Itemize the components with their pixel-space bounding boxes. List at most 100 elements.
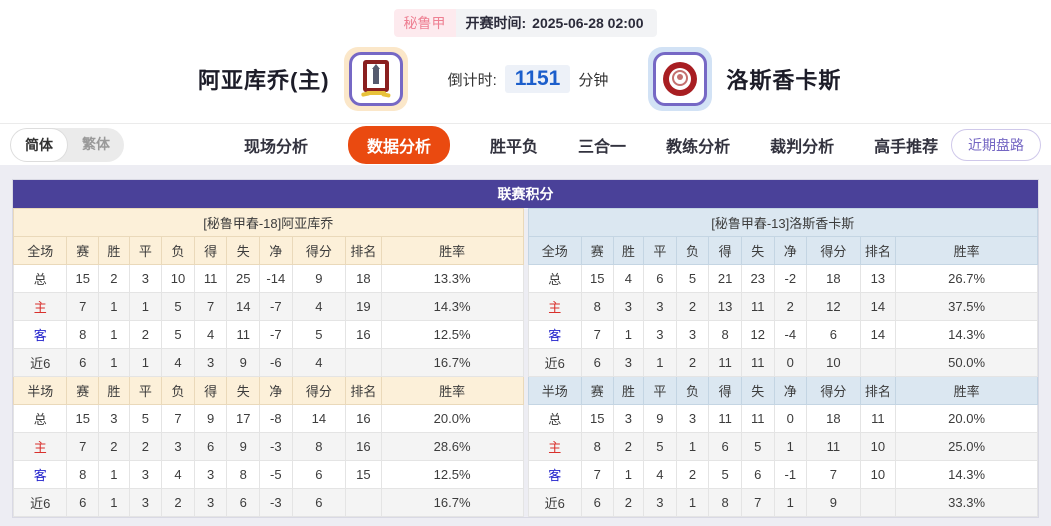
row-label: 主 xyxy=(12,432,68,461)
home-team-logo xyxy=(343,47,408,111)
tab-0[interactable]: 现场分析 xyxy=(244,138,309,156)
stat-cell: 6 xyxy=(708,432,742,461)
away-full-col-7: 净 xyxy=(773,236,808,265)
stat-cell: 2 xyxy=(675,292,710,321)
home-half-col-8: 得分 xyxy=(291,376,347,405)
away-team-logo xyxy=(648,47,713,111)
stat-cell: 26.7% xyxy=(895,264,1038,293)
stat-cell: 0 xyxy=(773,404,808,433)
tab-1[interactable]: 数据分析 xyxy=(348,125,451,164)
match-strip: 秘鲁甲 开赛时间: 2025-06-28 02:00 xyxy=(393,9,658,37)
lang-simplified-button[interactable]: 简体 xyxy=(10,127,68,162)
away-half-col-8: 得分 xyxy=(806,376,861,405)
away-full-row-0: 总 15 4 6 5 21 23 -2 18 13 26.7% xyxy=(527,264,1038,293)
stat-cell: 6 xyxy=(643,264,677,293)
stat-cell: 4 xyxy=(291,292,347,321)
home-half-col-6: 失 xyxy=(226,376,260,405)
stat-cell: -3 xyxy=(259,432,293,461)
away-half-col-7: 净 xyxy=(773,376,808,405)
home-full-col-3: 平 xyxy=(128,236,163,265)
stat-cell: 14 xyxy=(859,320,897,349)
stat-cell: 6 xyxy=(291,460,347,489)
stat-cell: 8 xyxy=(226,460,260,489)
tab-3[interactable]: 三合一 xyxy=(578,138,627,156)
tab-5[interactable]: 裁判分析 xyxy=(770,138,835,156)
stat-cell: 1 xyxy=(98,488,130,517)
panel-title: 联赛积分 xyxy=(13,180,1038,208)
recent-odds-button[interactable]: 近期盘路 xyxy=(951,128,1041,161)
nav-bar: 简体 繁体 现场分析 数据分析 胜平负 三合一 教练分析 裁判分析 高手推荐 近期盘路 xyxy=(0,123,1051,165)
stat-cell: 13 xyxy=(708,292,742,321)
stat-cell: 5 xyxy=(708,460,742,489)
stat-cell: 6 xyxy=(291,488,347,517)
stat-cell: 8 xyxy=(291,432,347,461)
kickoff-label: 开赛时间: xyxy=(465,15,527,31)
stat-cell xyxy=(859,488,897,517)
away-team: 洛斯香卡斯 xyxy=(648,47,941,111)
stat-cell: 3 xyxy=(128,488,163,517)
stat-cell: 1 xyxy=(675,432,710,461)
stat-cell: 12 xyxy=(806,292,861,321)
stat-cell: -2 xyxy=(773,264,808,293)
away-half-row-0: 总 15 3 9 3 11 11 0 18 11 20.0% xyxy=(527,404,1038,433)
home-full-col-7: 净 xyxy=(259,236,293,265)
stat-cell: 5 xyxy=(161,320,195,349)
home-half-col-3: 平 xyxy=(128,376,163,405)
stat-cell: 3 xyxy=(675,404,710,433)
stat-cell: 19 xyxy=(345,292,382,321)
stat-cell: 8 xyxy=(66,320,100,349)
lang-traditional-button[interactable]: 繁体 xyxy=(82,135,110,152)
stat-cell: 5 xyxy=(675,264,710,293)
away-full-col-1: 赛 xyxy=(580,236,614,265)
away-half-col-4: 负 xyxy=(675,376,710,405)
away-full-col-10: 胜率 xyxy=(895,236,1038,265)
stat-cell: 1 xyxy=(675,488,710,517)
away-table-title: [秘鲁甲春-13]洛斯香卡斯 xyxy=(527,208,1038,237)
stat-cell: 0 xyxy=(773,348,808,377)
stat-cell: 28.6% xyxy=(380,432,524,461)
away-half-col-10: 胜率 xyxy=(895,376,1038,405)
row-label: 总 xyxy=(12,264,68,293)
home-crest-icon xyxy=(360,60,391,98)
stat-cell: 7 xyxy=(161,404,195,433)
countdown: 倒计时: 1151 分钟 xyxy=(408,65,649,93)
away-half-col-6: 失 xyxy=(740,376,775,405)
stat-cell: 1 xyxy=(98,460,130,489)
row-label: 主 xyxy=(527,432,582,461)
stat-cell: 1 xyxy=(773,432,808,461)
home-crest-frame xyxy=(348,52,403,106)
top-match-bar: 秘鲁甲 开赛时间: 2025-06-28 02:00 xyxy=(0,0,1051,37)
stat-cell: 1 xyxy=(128,292,163,321)
stat-cell: 7 xyxy=(66,432,100,461)
home-half-col-4: 负 xyxy=(161,376,195,405)
row-label: 总 xyxy=(527,264,582,293)
stat-cell: 16 xyxy=(345,320,382,349)
stat-cell: -4 xyxy=(773,320,808,349)
stat-cell: 2 xyxy=(675,348,710,377)
stat-cell: 11 xyxy=(740,292,775,321)
stat-cell: 3 xyxy=(643,320,677,349)
away-half-col-9: 排名 xyxy=(859,376,897,405)
stat-cell: 6 xyxy=(66,348,100,377)
stat-cell: 10 xyxy=(161,264,195,293)
home-team: 阿亚库乔(主) xyxy=(115,47,408,111)
tab-4[interactable]: 教练分析 xyxy=(666,138,731,156)
stat-cell: 20.0% xyxy=(895,404,1038,433)
stat-cell: 50.0% xyxy=(895,348,1038,377)
countdown-value: 1151 xyxy=(504,65,571,93)
stat-cell: 11 xyxy=(193,264,228,293)
stat-cell: 7 xyxy=(580,460,614,489)
stat-cell: 3 xyxy=(128,264,163,293)
stat-cell: -5 xyxy=(259,460,293,489)
stat-cell: 3 xyxy=(98,404,130,433)
home-full-row-0: 总 15 2 3 10 11 25 -14 9 18 13.3% xyxy=(12,264,524,293)
row-label: 总 xyxy=(527,404,582,433)
away-half-col-0: 半场 xyxy=(527,376,582,405)
stat-cell: 9 xyxy=(806,488,861,517)
stat-cell: 8 xyxy=(708,488,742,517)
stat-cell: 18 xyxy=(806,264,861,293)
tab-2[interactable]: 胜平负 xyxy=(490,138,539,156)
stat-cell: 16 xyxy=(345,432,382,461)
tab-6[interactable]: 高手推荐 xyxy=(874,138,939,156)
away-crest-icon xyxy=(663,62,698,96)
